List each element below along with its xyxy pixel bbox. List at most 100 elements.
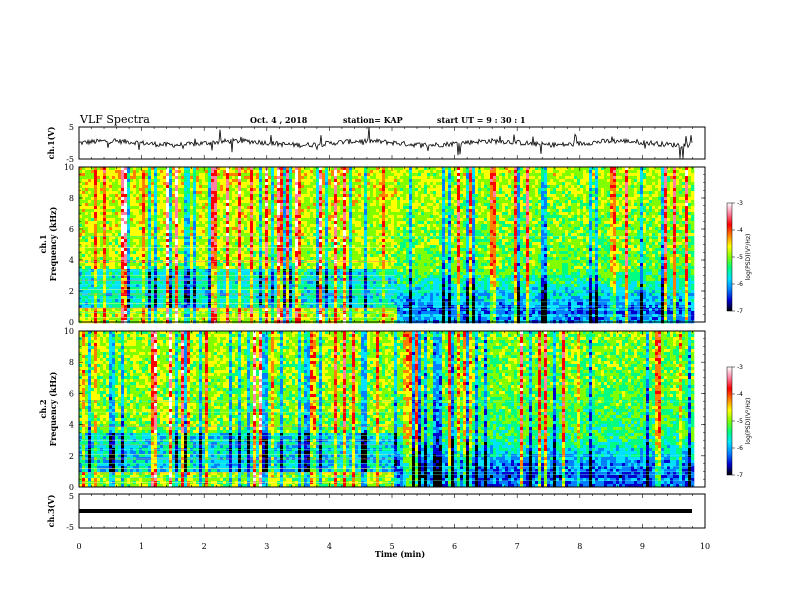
spectrogram-cell [148, 194, 151, 197]
spectrogram-cell [151, 212, 154, 215]
spectrogram-cell [109, 227, 112, 230]
spectrogram-cell [118, 230, 121, 233]
spectrogram-cell [115, 266, 118, 269]
spectrogram-cell [148, 254, 151, 257]
spectrogram-cell [130, 272, 133, 275]
spectrogram-cell [142, 233, 145, 236]
spectrogram-cell [157, 230, 160, 233]
spectrogram-cell [151, 284, 154, 287]
spectrogram-cell [163, 287, 166, 290]
spectrogram-cell [88, 314, 91, 317]
spectrogram-cell [112, 215, 115, 218]
spectrogram-cell [136, 290, 139, 293]
spectrogram-cell [94, 287, 97, 290]
spectrogram-cell [136, 308, 139, 311]
spectrogram-cell [151, 314, 154, 317]
spectrogram-cell [112, 206, 115, 209]
spectrogram-cell [103, 290, 106, 293]
spectrogram-cell [139, 206, 142, 209]
spectrogram-cell [136, 287, 139, 290]
spectrogram-cell [115, 215, 118, 218]
spectrogram-cell [94, 278, 97, 281]
spectrogram-cell [166, 248, 169, 251]
spectrogram-cell [166, 314, 169, 317]
spectrogram-cell [112, 209, 115, 212]
spectrogram-cell [127, 176, 130, 179]
spectrogram-cell [139, 221, 142, 224]
spectrogram-cell [142, 179, 145, 182]
spectrogram-cell [115, 188, 118, 191]
spectrogram-cell [139, 254, 142, 257]
spectrogram-cell [109, 233, 112, 236]
spectrogram-cell [82, 200, 85, 203]
spectrogram-cell [166, 173, 169, 176]
spectrogram-cell [97, 212, 100, 215]
spectrogram-cell [166, 212, 169, 215]
spectrogram-cell [154, 308, 157, 311]
spectrogram-cell [109, 176, 112, 179]
spectrogram-cell [85, 290, 88, 293]
spectrogram-cell [82, 266, 85, 269]
spectrogram-cell [115, 176, 118, 179]
spectrogram-cell [115, 218, 118, 221]
spectrogram-cell [154, 203, 157, 206]
spectrogram-cell [94, 179, 97, 182]
spectrogram-cell [136, 299, 139, 302]
spectrogram-cell [118, 185, 121, 188]
spectrogram-cell [160, 308, 163, 311]
spectrogram-cell [82, 173, 85, 176]
spectrogram-cell [160, 281, 163, 284]
spectrogram-cell [118, 209, 121, 212]
spectrogram-cell [106, 242, 109, 245]
spectrogram-cell [100, 170, 103, 173]
spectrogram-cell [163, 194, 166, 197]
spectrogram-cell [118, 188, 121, 191]
spectrogram-cell [139, 203, 142, 206]
spectrogram-cell [127, 173, 130, 176]
spectrogram-cell [154, 314, 157, 317]
spectrogram-cell [118, 242, 121, 245]
spectrogram-cell [133, 194, 136, 197]
spectrogram-cell [127, 308, 130, 311]
spectrogram-cell [154, 230, 157, 233]
spectrogram-cell [148, 200, 151, 203]
spectrogram-cell [160, 290, 163, 293]
spectrogram-cell [145, 290, 148, 293]
spectrogram-cell [121, 248, 124, 251]
spectrogram-cell [121, 218, 124, 221]
spectrogram-cell [169, 254, 172, 257]
spectrogram-cell [124, 314, 127, 317]
spectrogram-cell [109, 221, 112, 224]
spectrogram-cell [130, 251, 133, 254]
spectrogram-cell [145, 173, 148, 176]
spectrogram-cell [97, 314, 100, 317]
spectrogram-cell [127, 212, 130, 215]
spectrogram-cell [85, 191, 88, 194]
spectrogram-cell [100, 185, 103, 188]
spectrogram-cell [145, 170, 148, 173]
spectrogram-cell [91, 287, 94, 290]
spectrogram-cell [91, 239, 94, 242]
spectrogram-cell [115, 194, 118, 197]
spectrogram-cell [94, 185, 97, 188]
spectrogram-cell [157, 179, 160, 182]
spectrogram-cell [130, 221, 133, 224]
spectrogram-cell [166, 308, 169, 311]
spectrogram-cell [151, 224, 154, 227]
spectrogram-cell [169, 224, 172, 227]
spectrogram-cell [139, 191, 142, 194]
spectrogram-cell [127, 287, 130, 290]
spectrogram-cell [124, 170, 127, 173]
spectrogram-cell [157, 242, 160, 245]
date-label: Oct. 4 , 2018 [250, 115, 308, 125]
spectrogram-cell [88, 308, 91, 311]
spectrogram-cell [145, 209, 148, 212]
spectrogram-cell [91, 173, 94, 176]
spectrogram-cell [118, 254, 121, 257]
spectrogram-cell [85, 233, 88, 236]
spectrogram-cell [148, 224, 151, 227]
spectrogram-cell [100, 254, 103, 257]
spectrogram-cell [112, 218, 115, 221]
spectrogram-cell [127, 182, 130, 185]
spectrogram-cell [169, 185, 172, 188]
